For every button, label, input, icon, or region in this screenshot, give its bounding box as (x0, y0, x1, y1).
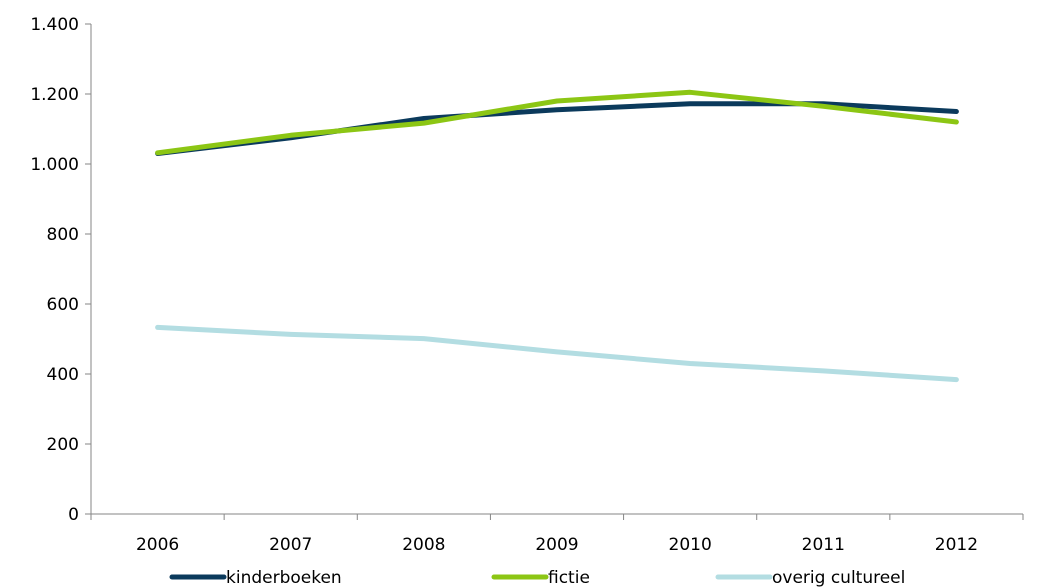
y-axis-ticks: 0 200 400 600 800 1.000 1.200 1.400 (30, 15, 91, 525)
legend-label: overig cultureel (772, 568, 905, 587)
legend-label: fictie (548, 568, 590, 587)
legend: kinderboeken fictie overig cultureel (169, 568, 905, 587)
y-tick-label: 1.400 (30, 15, 79, 35)
series-line-overig-cultureel (155, 324, 959, 383)
x-tick-label: 2010 (669, 535, 712, 555)
legend-label: kinderboeken (226, 568, 342, 587)
y-tick-label: 800 (47, 225, 79, 245)
x-tick-label: 2007 (269, 535, 312, 555)
x-tick-label: 2011 (802, 535, 845, 555)
axes (90, 24, 1023, 515)
series-line-kinderboeken (155, 101, 959, 156)
y-tick-label: 1.000 (30, 155, 79, 175)
series-lines (155, 89, 959, 383)
y-tick-label: 1.200 (30, 85, 79, 105)
y-tick-label: 200 (47, 435, 79, 455)
x-tick-label: 2009 (535, 535, 578, 555)
series-line-fictie (155, 89, 959, 156)
x-tick-label: 2008 (402, 535, 445, 555)
y-tick-label: 600 (47, 295, 79, 315)
x-tick-label: 2012 (935, 535, 978, 555)
y-tick-label: 400 (47, 365, 79, 385)
y-tick-label: 0 (68, 505, 79, 525)
x-axis-ticks: 2006 2007 2008 2009 2010 2011 2012 (90, 514, 1024, 555)
x-tick-label: 2006 (136, 535, 179, 555)
